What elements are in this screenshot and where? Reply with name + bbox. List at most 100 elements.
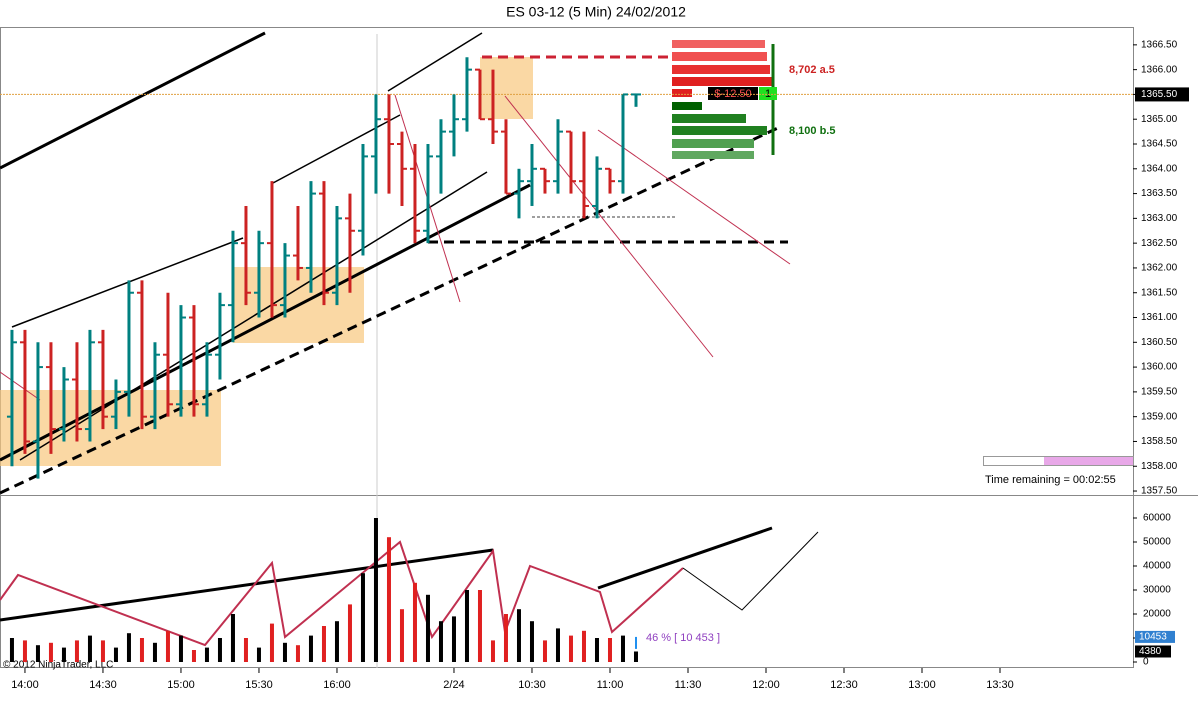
volume-last-box — [1135, 645, 1171, 658]
trend-lines — [0, 31, 788, 495]
ask-depth — [672, 52, 767, 61]
volume-bar — [451, 616, 456, 662]
y-tick-label: 1359.00 — [1141, 411, 1178, 422]
volume-bar — [74, 640, 79, 662]
volume-bar — [425, 594, 430, 662]
pnl-label: $-12.50 — [714, 88, 751, 100]
y-tick-label: 1366.00 — [1141, 64, 1178, 75]
x-tick-label: 14:30 — [89, 679, 117, 691]
volume-bar — [386, 537, 391, 662]
volume-bar — [22, 640, 27, 662]
volume-bar — [334, 621, 339, 662]
volume-bar — [243, 638, 248, 662]
volume-bar — [217, 638, 222, 662]
volume-bar — [594, 638, 599, 662]
volume-bar — [321, 626, 326, 662]
volume-bar — [477, 590, 482, 662]
bid-depth — [672, 139, 754, 148]
volume-bar — [620, 635, 625, 662]
volume-note: 46 % [ 10 453 ] — [646, 632, 720, 644]
volume-bar — [35, 645, 40, 662]
volume-bar — [529, 621, 534, 662]
red-line — [504, 95, 714, 358]
volume-bar — [503, 614, 508, 662]
y-tick-label: 1363.50 — [1141, 188, 1178, 199]
v-tick-label: 0 — [1143, 657, 1149, 668]
volume-bar — [607, 638, 612, 662]
volume-bar — [9, 638, 14, 662]
v-tick-label: 60000 — [1143, 513, 1171, 524]
y-tick-label: 1364.50 — [1141, 139, 1178, 150]
volume-bar — [126, 633, 131, 662]
volume-bar — [438, 621, 443, 662]
y-tick-label: 1360.50 — [1141, 337, 1178, 348]
y-tick-label: 1361.50 — [1141, 287, 1178, 298]
volume-bar — [516, 609, 521, 662]
position-label: 1 — [765, 88, 771, 100]
y-tick-label: 1358.00 — [1141, 461, 1178, 472]
y-tick-label: 1358.50 — [1141, 436, 1178, 447]
x-tick-label: 13:30 — [986, 679, 1014, 691]
volume-bar — [191, 650, 196, 662]
x-tick-label: 2/24 — [443, 679, 464, 691]
ask-depth — [672, 77, 772, 86]
zigzag-projection — [682, 531, 819, 611]
y-tick-label: 1364.00 — [1141, 163, 1178, 174]
v-tick-label: 20000 — [1143, 609, 1171, 620]
bid-depth — [672, 102, 702, 110]
x-tick-label: 11:30 — [675, 679, 702, 691]
y-tick-label: 1360.00 — [1141, 362, 1178, 373]
volume-bar — [87, 635, 92, 662]
volume-bar — [555, 628, 560, 662]
x-tick-label: 15:30 — [245, 679, 273, 691]
pnl-box — [708, 87, 758, 100]
volume-bar — [282, 642, 287, 662]
volume-bar — [256, 647, 261, 662]
frame — [0, 27, 1134, 668]
volume-bar — [100, 640, 105, 662]
volume-bar — [373, 518, 378, 662]
chart-title: ES 03-12 (5 Min) 24/02/2012 — [506, 4, 686, 20]
y-tick-label: 1363.00 — [1141, 213, 1178, 224]
volume-bar — [113, 647, 118, 662]
y-tick-label: 1357.50 — [1141, 486, 1178, 497]
trend-line — [0, 31, 266, 170]
trend-line — [387, 32, 483, 92]
volume-bar — [230, 614, 235, 662]
zigzag — [0, 540, 684, 647]
timer-fill — [1044, 457, 1133, 465]
trend-line — [0, 548, 494, 622]
x-tick-label: 12:30 — [830, 679, 858, 691]
volume-bar — [360, 573, 365, 662]
volume-bar — [165, 630, 170, 662]
time-remaining-bar — [983, 456, 1134, 466]
volume-bar — [139, 638, 144, 662]
volume-bar — [295, 645, 300, 662]
volume-bar — [204, 647, 209, 662]
volume-bar — [347, 604, 352, 662]
red-line — [597, 129, 791, 265]
red-line — [0, 371, 41, 401]
bid-label: 8,100 b.5 — [789, 125, 835, 137]
ask-depth — [672, 65, 770, 74]
volume-bar — [399, 609, 404, 662]
copyright: © 2012 NinjaTrader, LLC — [3, 660, 113, 671]
volume-bar — [464, 590, 469, 662]
y-tick-label: 1366.50 — [1141, 39, 1178, 50]
volume-marker-box — [1135, 630, 1175, 643]
volume-bar — [581, 630, 586, 662]
y-tick-label: 1359.50 — [1141, 387, 1178, 398]
last-price-box — [1135, 87, 1189, 102]
bid-depth — [672, 126, 767, 135]
ask-depth — [672, 89, 692, 97]
x-tick-label: 13:00 — [908, 679, 936, 691]
volume-bar — [542, 640, 547, 662]
volume-bar — [152, 642, 157, 662]
v-tick-label: 50000 — [1143, 537, 1171, 548]
x-tick-label: 10:30 — [518, 679, 546, 691]
position-box — [759, 87, 777, 100]
volume-bar — [48, 642, 53, 662]
x-tick-label: 14:00 — [11, 679, 39, 691]
trend-line — [0, 183, 531, 462]
bid-depth — [672, 114, 746, 123]
